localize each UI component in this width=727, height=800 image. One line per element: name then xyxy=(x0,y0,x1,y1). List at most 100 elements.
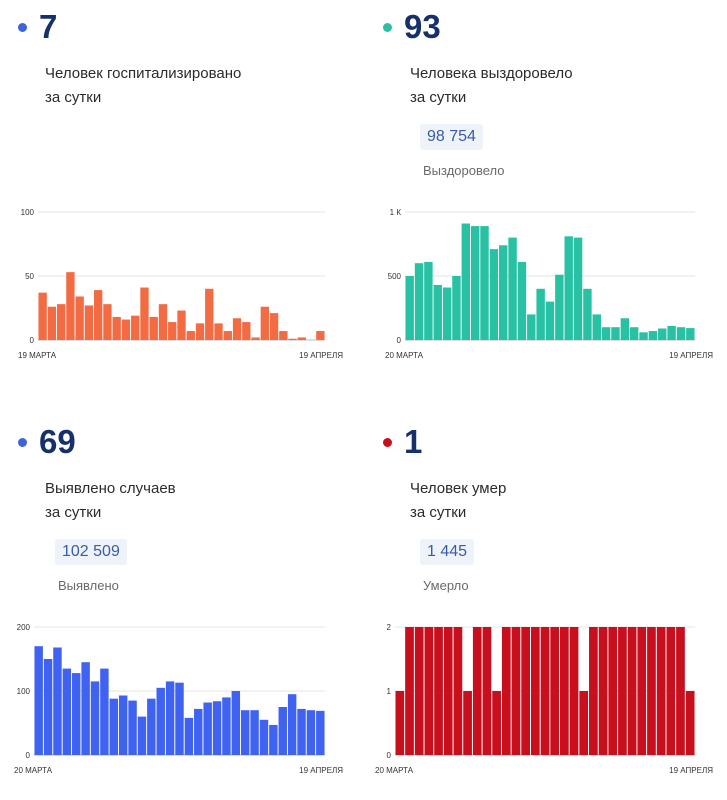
bar xyxy=(658,328,667,340)
bar xyxy=(316,710,325,755)
bar xyxy=(94,290,103,340)
x-end-label: 19 АПРЕЛЯ xyxy=(669,351,713,360)
bar xyxy=(564,236,573,340)
bar xyxy=(121,319,131,340)
bar xyxy=(259,719,269,755)
bar xyxy=(112,316,121,340)
bar xyxy=(592,314,601,340)
bar xyxy=(540,627,550,755)
deaths-header: 1 xyxy=(383,423,422,461)
recovered-total: 98 754 xyxy=(420,124,483,150)
bar xyxy=(470,226,480,340)
bar xyxy=(627,627,637,755)
y-tick-label: 200 xyxy=(17,623,31,632)
bar xyxy=(149,316,158,340)
bar xyxy=(589,627,598,755)
detected-description: Выявлено случаев за сутки xyxy=(45,477,176,525)
bar xyxy=(194,708,203,755)
bar xyxy=(56,304,66,340)
bar xyxy=(452,276,461,340)
hospitalized-label-line1: Человек госпитализировано xyxy=(45,65,242,82)
bar xyxy=(103,304,112,340)
x-end-label: 19 АПРЕЛЯ xyxy=(669,766,713,775)
bar xyxy=(109,698,119,755)
recovered-label-line1: Человека выздоровело xyxy=(410,65,573,82)
bar xyxy=(158,304,168,340)
bar xyxy=(137,716,147,755)
y-tick-label: 0 xyxy=(30,336,35,345)
deaths-value: 1 xyxy=(404,423,423,460)
bar xyxy=(667,325,676,340)
y-tick-label: 2 xyxy=(387,623,392,632)
y-tick-label: 50 xyxy=(25,272,34,281)
bar xyxy=(569,627,579,755)
bar xyxy=(608,627,618,755)
bar xyxy=(90,681,100,755)
bar xyxy=(100,668,109,755)
bar xyxy=(545,301,555,340)
bar xyxy=(414,263,424,340)
detected-header: 69 xyxy=(18,423,76,461)
bar xyxy=(434,627,443,755)
bar xyxy=(269,313,279,340)
bar xyxy=(269,724,278,755)
detected-value: 69 xyxy=(39,423,76,460)
recovered-description: Человека выздоровело за сутки xyxy=(410,62,573,110)
bullet-dot-icon xyxy=(383,22,392,32)
bar xyxy=(461,223,471,340)
y-tick-label: 500 xyxy=(388,272,402,281)
bar xyxy=(536,288,545,340)
bar xyxy=(81,662,90,755)
bar xyxy=(128,700,137,755)
recovered-label-line2: за сутки xyxy=(410,89,467,106)
bar xyxy=(75,296,84,340)
bar xyxy=(414,627,424,755)
bar xyxy=(165,681,175,755)
bar xyxy=(62,668,72,755)
x-start-label: 20 МАРТА xyxy=(375,766,414,775)
deaths-description: Человек умер за сутки xyxy=(410,477,506,525)
deaths-total: 1 445 xyxy=(420,539,475,565)
y-tick-label: 0 xyxy=(387,751,392,760)
bar xyxy=(573,237,583,340)
bar xyxy=(550,627,560,755)
bar xyxy=(676,627,685,755)
bar xyxy=(223,331,232,340)
bar xyxy=(147,698,156,755)
x-start-label: 20 МАРТА xyxy=(385,351,424,360)
bar xyxy=(629,327,639,340)
bar xyxy=(489,249,499,340)
bar xyxy=(251,337,260,340)
bar xyxy=(279,331,288,340)
bar xyxy=(443,627,453,755)
bar xyxy=(424,627,434,755)
deaths-label-line2: за сутки xyxy=(410,504,467,521)
deaths-label-line1: Человек умер xyxy=(410,480,507,497)
bar xyxy=(118,695,128,755)
bar xyxy=(250,710,259,755)
bar xyxy=(232,318,242,340)
bar xyxy=(195,323,205,340)
bar xyxy=(47,306,57,340)
bullet-dot-icon xyxy=(383,437,392,447)
bar xyxy=(175,682,184,755)
bar xyxy=(405,276,414,340)
bar xyxy=(472,627,482,755)
bar xyxy=(601,327,611,340)
bar xyxy=(611,327,620,340)
y-tick-label: 0 xyxy=(26,751,31,760)
bar xyxy=(316,331,325,340)
bar xyxy=(43,659,53,755)
bar xyxy=(34,646,43,755)
bar xyxy=(501,627,511,755)
bar xyxy=(530,627,540,755)
bullet-dot-icon xyxy=(18,22,27,32)
bar xyxy=(676,327,686,340)
y-tick-label: 1 К xyxy=(390,208,402,217)
x-start-label: 20 МАРТА xyxy=(14,766,53,775)
detected-total-label: Выявлено xyxy=(58,578,119,593)
bar xyxy=(38,292,47,340)
bar xyxy=(618,627,627,755)
bar xyxy=(205,288,214,340)
bar xyxy=(521,627,530,755)
